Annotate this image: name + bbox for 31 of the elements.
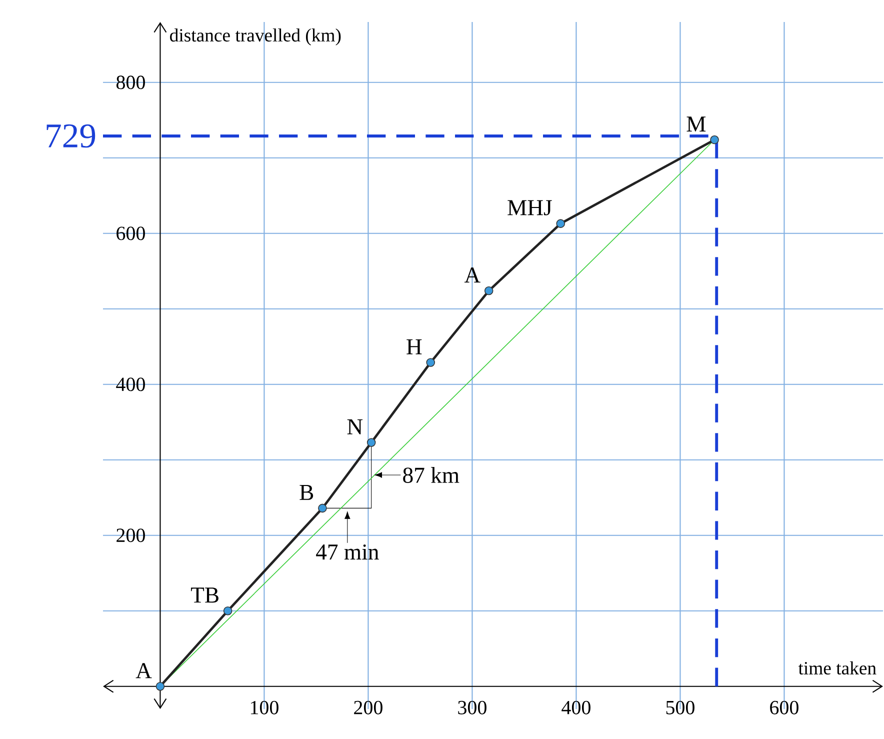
annotation: MHJ bbox=[508, 200, 552, 216]
point bbox=[366, 438, 376, 447]
point bbox=[426, 358, 436, 367]
annotation: N bbox=[347, 419, 363, 434]
point bbox=[156, 682, 165, 691]
annotation: A bbox=[464, 268, 480, 282]
annotation: TB bbox=[190, 588, 218, 603]
ref-line-label: 729 bbox=[46, 124, 96, 148]
x-tick-label: 300 bbox=[458, 700, 486, 714]
x-tick-label: 500 bbox=[666, 700, 694, 714]
y-tick-label: 400 bbox=[116, 378, 145, 392]
x-tick-label: 200 bbox=[354, 700, 382, 714]
annotation: M bbox=[686, 116, 706, 132]
annotation: 87 km bbox=[403, 466, 460, 483]
point bbox=[223, 606, 232, 616]
y-axis-title: distance travelled (km) bbox=[170, 28, 341, 46]
point bbox=[710, 135, 719, 144]
y-tick-label: 200 bbox=[116, 528, 145, 542]
x-axis-title: time taken bbox=[798, 661, 876, 675]
annotation: H bbox=[406, 339, 422, 354]
y-tick-label: 800 bbox=[116, 76, 145, 90]
annotation: 47 min bbox=[316, 544, 379, 560]
annotation: A bbox=[136, 663, 152, 678]
point bbox=[556, 219, 566, 228]
point bbox=[484, 286, 494, 296]
annotation: B bbox=[300, 485, 314, 500]
x-tick-label: 600 bbox=[770, 700, 798, 714]
point bbox=[318, 504, 327, 513]
x-tick-label: 100 bbox=[250, 700, 278, 714]
y-tick-label: 600 bbox=[116, 226, 145, 240]
x-tick-label: 400 bbox=[562, 700, 590, 714]
